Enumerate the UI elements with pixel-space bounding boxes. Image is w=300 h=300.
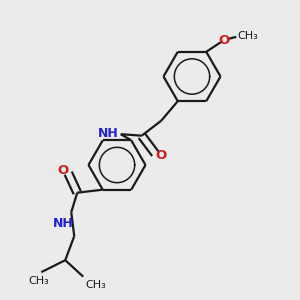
Text: O: O — [57, 164, 68, 177]
Text: NH: NH — [98, 127, 118, 140]
Text: CH₃: CH₃ — [28, 276, 49, 286]
Text: O: O — [155, 149, 166, 162]
Text: CH₃: CH₃ — [238, 31, 259, 40]
Text: CH₃: CH₃ — [86, 280, 106, 290]
Text: NH: NH — [53, 217, 74, 230]
Text: O: O — [218, 34, 229, 47]
